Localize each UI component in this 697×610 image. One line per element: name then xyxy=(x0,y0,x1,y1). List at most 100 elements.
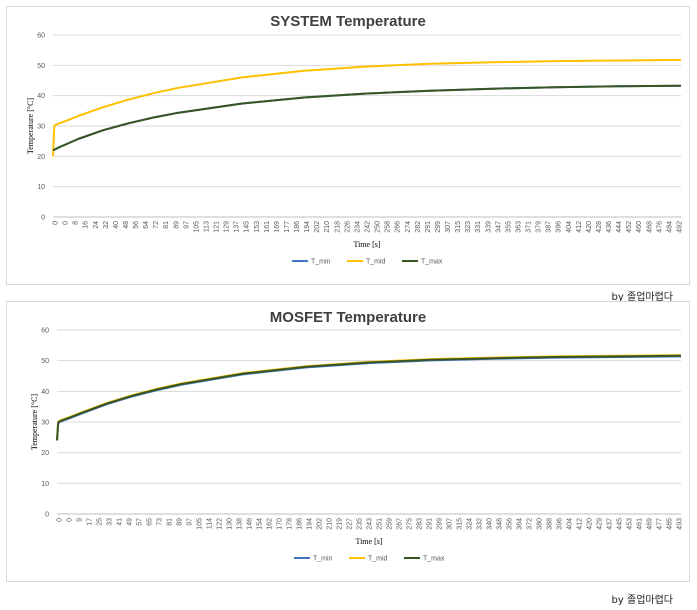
x-tick-label: 0 xyxy=(53,221,60,225)
y-tick-label: 0 xyxy=(45,512,49,519)
x-tick-label: 235 xyxy=(357,518,364,530)
x-tick-label: 469 xyxy=(647,518,654,530)
x-tick-label: 460 xyxy=(636,221,643,233)
x-tick-label: 17 xyxy=(87,518,94,526)
legend-label: T_min xyxy=(313,556,333,563)
x-tick-label: 348 xyxy=(497,518,504,530)
x-tick-label: 364 xyxy=(517,518,524,530)
x-tick-label: 97 xyxy=(183,221,190,229)
y-tick-label: 30 xyxy=(41,420,49,427)
x-tick-label: 73 xyxy=(157,518,164,526)
x-tick-label: 452 xyxy=(626,221,633,233)
x-tick-label: 153 xyxy=(254,221,261,233)
x-tick-label: 484 xyxy=(666,221,673,233)
x-tick-label: 299 xyxy=(437,518,444,530)
x-tick-label: 468 xyxy=(646,221,653,233)
x-tick-label: 178 xyxy=(287,518,294,530)
x-tick-label: 146 xyxy=(247,518,254,530)
x-tick-label: 347 xyxy=(495,221,502,233)
x-tick-label: 356 xyxy=(507,518,514,530)
x-tick-label: 9 xyxy=(77,518,84,522)
x-tick-label: 64 xyxy=(143,221,150,229)
series-line-t-mid xyxy=(52,58,682,157)
x-tick-label: 436 xyxy=(606,221,613,233)
x-tick-label: 40 xyxy=(113,221,120,229)
x-tick-label: 266 xyxy=(395,221,402,233)
legend-label: T_min xyxy=(311,259,331,266)
x-tick-label: 41 xyxy=(117,518,124,526)
x-tick-label: 25 xyxy=(97,518,104,526)
x-tick-label: 387 xyxy=(546,221,553,233)
x-tick-label: 48 xyxy=(123,221,130,229)
x-tick-label: 340 xyxy=(487,518,494,530)
x-tick-label: 32 xyxy=(103,221,110,229)
x-tick-label: 81 xyxy=(163,221,170,229)
x-tick-label: 299 xyxy=(435,221,442,233)
credit-text: by 졸업마렵다 xyxy=(611,595,673,606)
x-tick-label: 219 xyxy=(337,518,344,530)
x-tick-label: 227 xyxy=(347,518,354,530)
x-tick-label: 210 xyxy=(327,518,334,530)
x-tick-label: 461 xyxy=(637,518,644,530)
x-tick-label: 130 xyxy=(227,518,234,530)
x-tick-label: 428 xyxy=(596,221,603,233)
series-line-t-max xyxy=(56,354,682,441)
x-tick-label: 315 xyxy=(455,221,462,233)
x-tick-label: 291 xyxy=(425,221,432,233)
x-tick-label: 162 xyxy=(267,518,274,530)
x-tick-label: 170 xyxy=(277,518,284,530)
legend-label: T_mid xyxy=(366,259,386,266)
x-tick-label: 138 xyxy=(237,518,244,530)
x-tick-label: 453 xyxy=(627,518,634,530)
x-tick-label: 412 xyxy=(576,221,583,233)
x-tick-label: 332 xyxy=(477,518,484,530)
x-tick-label: 324 xyxy=(467,518,474,530)
x-tick-label: 65 xyxy=(147,518,154,526)
x-tick-label: 218 xyxy=(334,221,341,233)
legend-label: T_max xyxy=(423,556,445,563)
x-tick-label: 250 xyxy=(375,221,382,233)
x-tick-label: 8 xyxy=(73,221,80,225)
x-tick-label: 485 xyxy=(667,518,674,530)
x-tick-label: 97 xyxy=(187,518,194,526)
y-tick-label: 50 xyxy=(37,63,45,70)
x-tick-label: 89 xyxy=(177,518,184,526)
series-line-t-mid xyxy=(56,354,682,441)
x-tick-label: 226 xyxy=(344,221,351,233)
x-tick-label: 339 xyxy=(485,221,492,233)
x-tick-label: 121 xyxy=(214,221,221,233)
x-tick-label: 371 xyxy=(526,221,533,233)
x-tick-label: 259 xyxy=(387,518,394,530)
x-tick-label: 404 xyxy=(567,518,574,530)
x-tick-label: 307 xyxy=(445,221,452,233)
x-tick-label: 129 xyxy=(224,221,231,233)
x-tick-label: 274 xyxy=(405,221,412,233)
x-tick-label: 444 xyxy=(616,221,623,233)
chart-title: SYSTEM Temperature xyxy=(270,13,426,30)
x-tick-label: 57 xyxy=(137,518,144,526)
x-tick-label: 331 xyxy=(475,221,482,233)
legend-label: T_max xyxy=(421,259,443,266)
x-tick-label: 145 xyxy=(244,221,251,233)
x-tick-label: 137 xyxy=(234,221,241,233)
x-tick-label: 81 xyxy=(167,518,174,526)
x-tick-label: 16 xyxy=(83,221,90,229)
y-axis-label: Temperature [°C] xyxy=(30,394,39,451)
x-tick-label: 412 xyxy=(577,518,584,530)
x-tick-label: 243 xyxy=(367,518,374,530)
x-tick-label: 105 xyxy=(193,221,200,233)
x-tick-label: 363 xyxy=(515,221,522,233)
x-tick-label: 202 xyxy=(317,518,324,530)
x-tick-label: 210 xyxy=(324,221,331,233)
y-tick-label: 40 xyxy=(37,93,45,100)
x-tick-label: 89 xyxy=(173,221,180,229)
x-axis-label: Time [s] xyxy=(353,240,380,249)
x-tick-label: 267 xyxy=(397,518,404,530)
x-tick-label: 283 xyxy=(417,518,424,530)
x-tick-label: 114 xyxy=(207,518,214,529)
x-tick-label: 437 xyxy=(607,518,614,530)
x-tick-label: 420 xyxy=(586,221,593,233)
system-chart-panel: SYSTEM Temperature 0 10 20 30 40 50 60 0 0 8 16 24 3… xyxy=(6,6,690,285)
x-tick-label: 493 xyxy=(677,518,684,530)
